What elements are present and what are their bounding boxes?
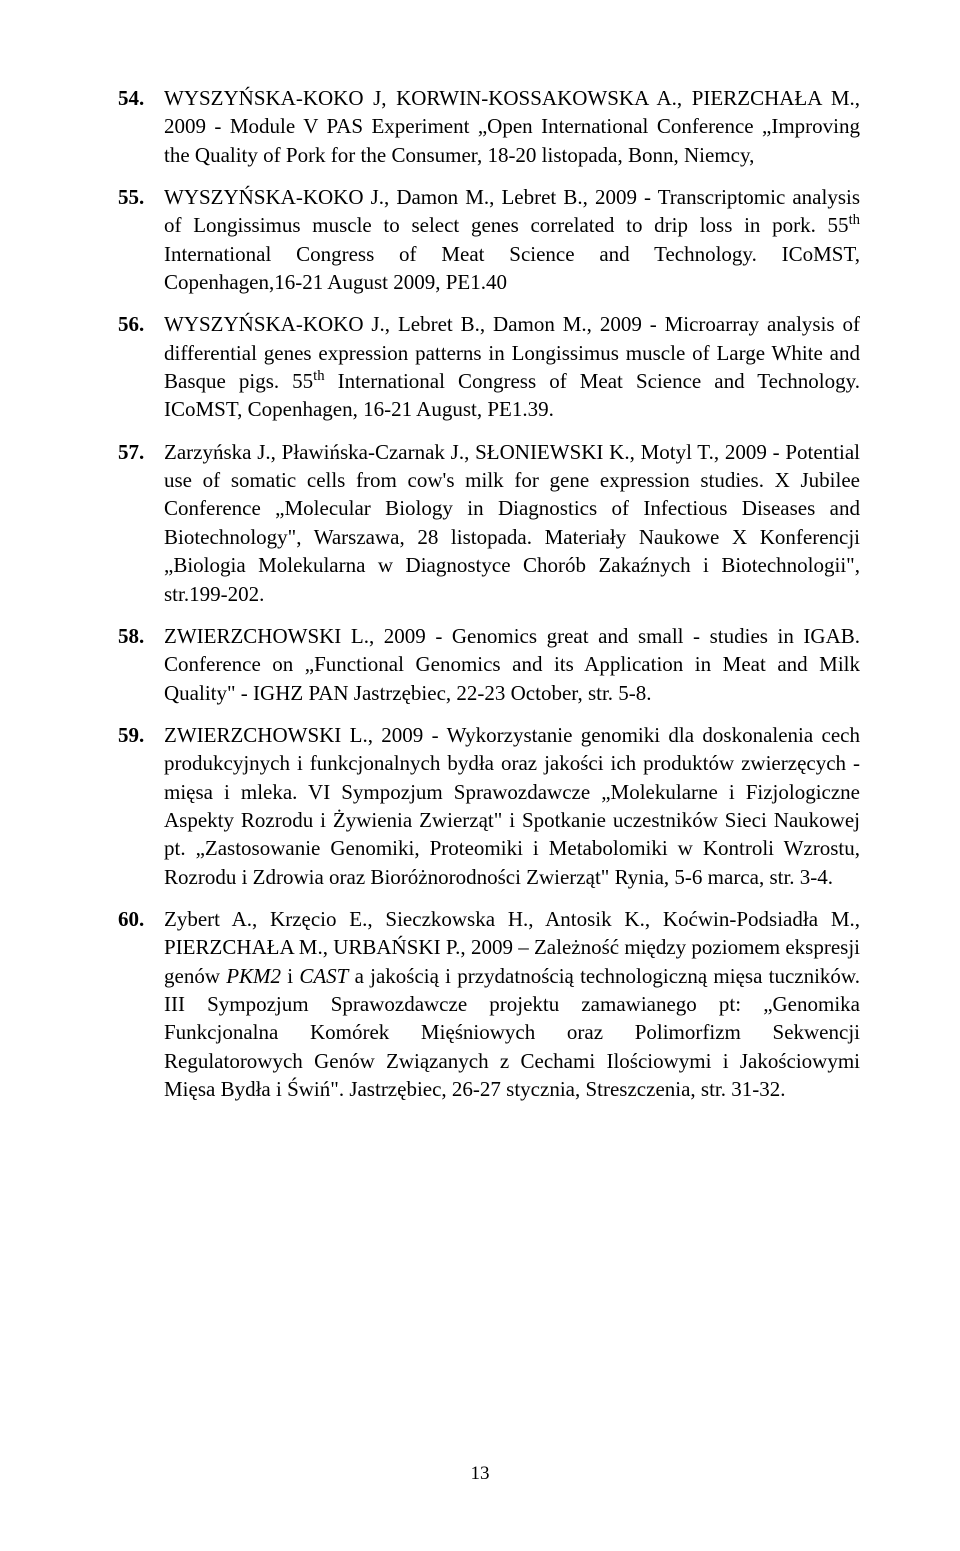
reference-number: 54. bbox=[118, 84, 164, 169]
reference-number: 60. bbox=[118, 905, 164, 1103]
reference-text: ZWIERZCHOWSKI L., 2009 - Genomics great … bbox=[164, 622, 860, 707]
reference-item: 60.Zybert A., Krzęcio E., Sieczkowska H.… bbox=[118, 905, 860, 1103]
reference-number: 56. bbox=[118, 310, 164, 423]
reference-item: 58.ZWIERZCHOWSKI L., 2009 - Genomics gre… bbox=[118, 622, 860, 707]
reference-text: Zarzyńska J., Pławińska-Czarnak J., SŁON… bbox=[164, 438, 860, 608]
reference-item: 59.ZWIERZCHOWSKI L., 2009 - Wykorzystani… bbox=[118, 721, 860, 891]
reference-number: 55. bbox=[118, 183, 164, 296]
reference-text: ZWIERZCHOWSKI L., 2009 - Wykorzystanie g… bbox=[164, 721, 860, 891]
reference-text: WYSZYŃSKA-KOKO J., Damon M., Lebret B., … bbox=[164, 183, 860, 296]
reference-list: 54.WYSZYŃSKA-KOKO J, KORWIN-KOSSAKOWSKA … bbox=[118, 84, 860, 1103]
reference-item: 55.WYSZYŃSKA-KOKO J., Damon M., Lebret B… bbox=[118, 183, 860, 296]
reference-number: 57. bbox=[118, 438, 164, 608]
reference-item: 57.Zarzyńska J., Pławińska-Czarnak J., S… bbox=[118, 438, 860, 608]
reference-item: 54.WYSZYŃSKA-KOKO J, KORWIN-KOSSAKOWSKA … bbox=[118, 84, 860, 169]
reference-number: 58. bbox=[118, 622, 164, 707]
page: 54.WYSZYŃSKA-KOKO J, KORWIN-KOSSAKOWSKA … bbox=[0, 0, 960, 1551]
reference-item: 56.WYSZYŃSKA-KOKO J., Lebret B., Damon M… bbox=[118, 310, 860, 423]
page-number: 13 bbox=[0, 1461, 960, 1487]
reference-text: WYSZYŃSKA-KOKO J., Lebret B., Damon M., … bbox=[164, 310, 860, 423]
reference-text: Zybert A., Krzęcio E., Sieczkowska H., A… bbox=[164, 905, 860, 1103]
reference-number: 59. bbox=[118, 721, 164, 891]
reference-text: WYSZYŃSKA-KOKO J, KORWIN-KOSSAKOWSKA A.,… bbox=[164, 84, 860, 169]
